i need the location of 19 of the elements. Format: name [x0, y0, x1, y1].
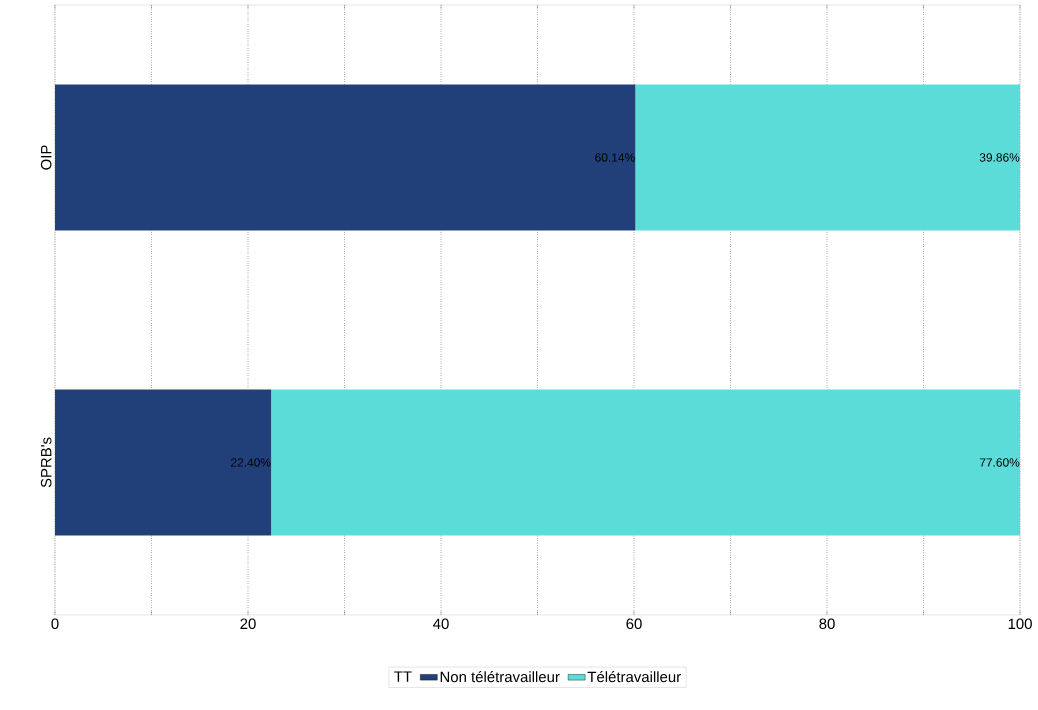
legend-label: Non télétravailleur	[440, 671, 560, 683]
bar	[271, 389, 1021, 536]
bar	[55, 84, 636, 231]
data-label: 60.14%	[595, 153, 635, 162]
bar	[635, 84, 1021, 231]
x-tick-label: 20	[240, 618, 256, 630]
legend-label: Télétravailleur	[587, 671, 681, 683]
legend-title: TT	[394, 671, 412, 682]
bar	[55, 389, 272, 536]
x-tick-label: 40	[433, 618, 449, 630]
y-tick-label: SPRB's	[40, 437, 52, 488]
y-tick-label: OIP	[40, 145, 52, 170]
data-label: 22.40%	[231, 458, 271, 467]
x-tick-label: 100	[1008, 618, 1032, 630]
x-tick-label: 80	[819, 618, 835, 630]
data-label: 77.60%	[979, 458, 1020, 467]
data-label: 39.86%	[979, 153, 1020, 162]
x-tick-label: 0	[51, 618, 59, 630]
x-tick-label: 60	[626, 618, 642, 630]
